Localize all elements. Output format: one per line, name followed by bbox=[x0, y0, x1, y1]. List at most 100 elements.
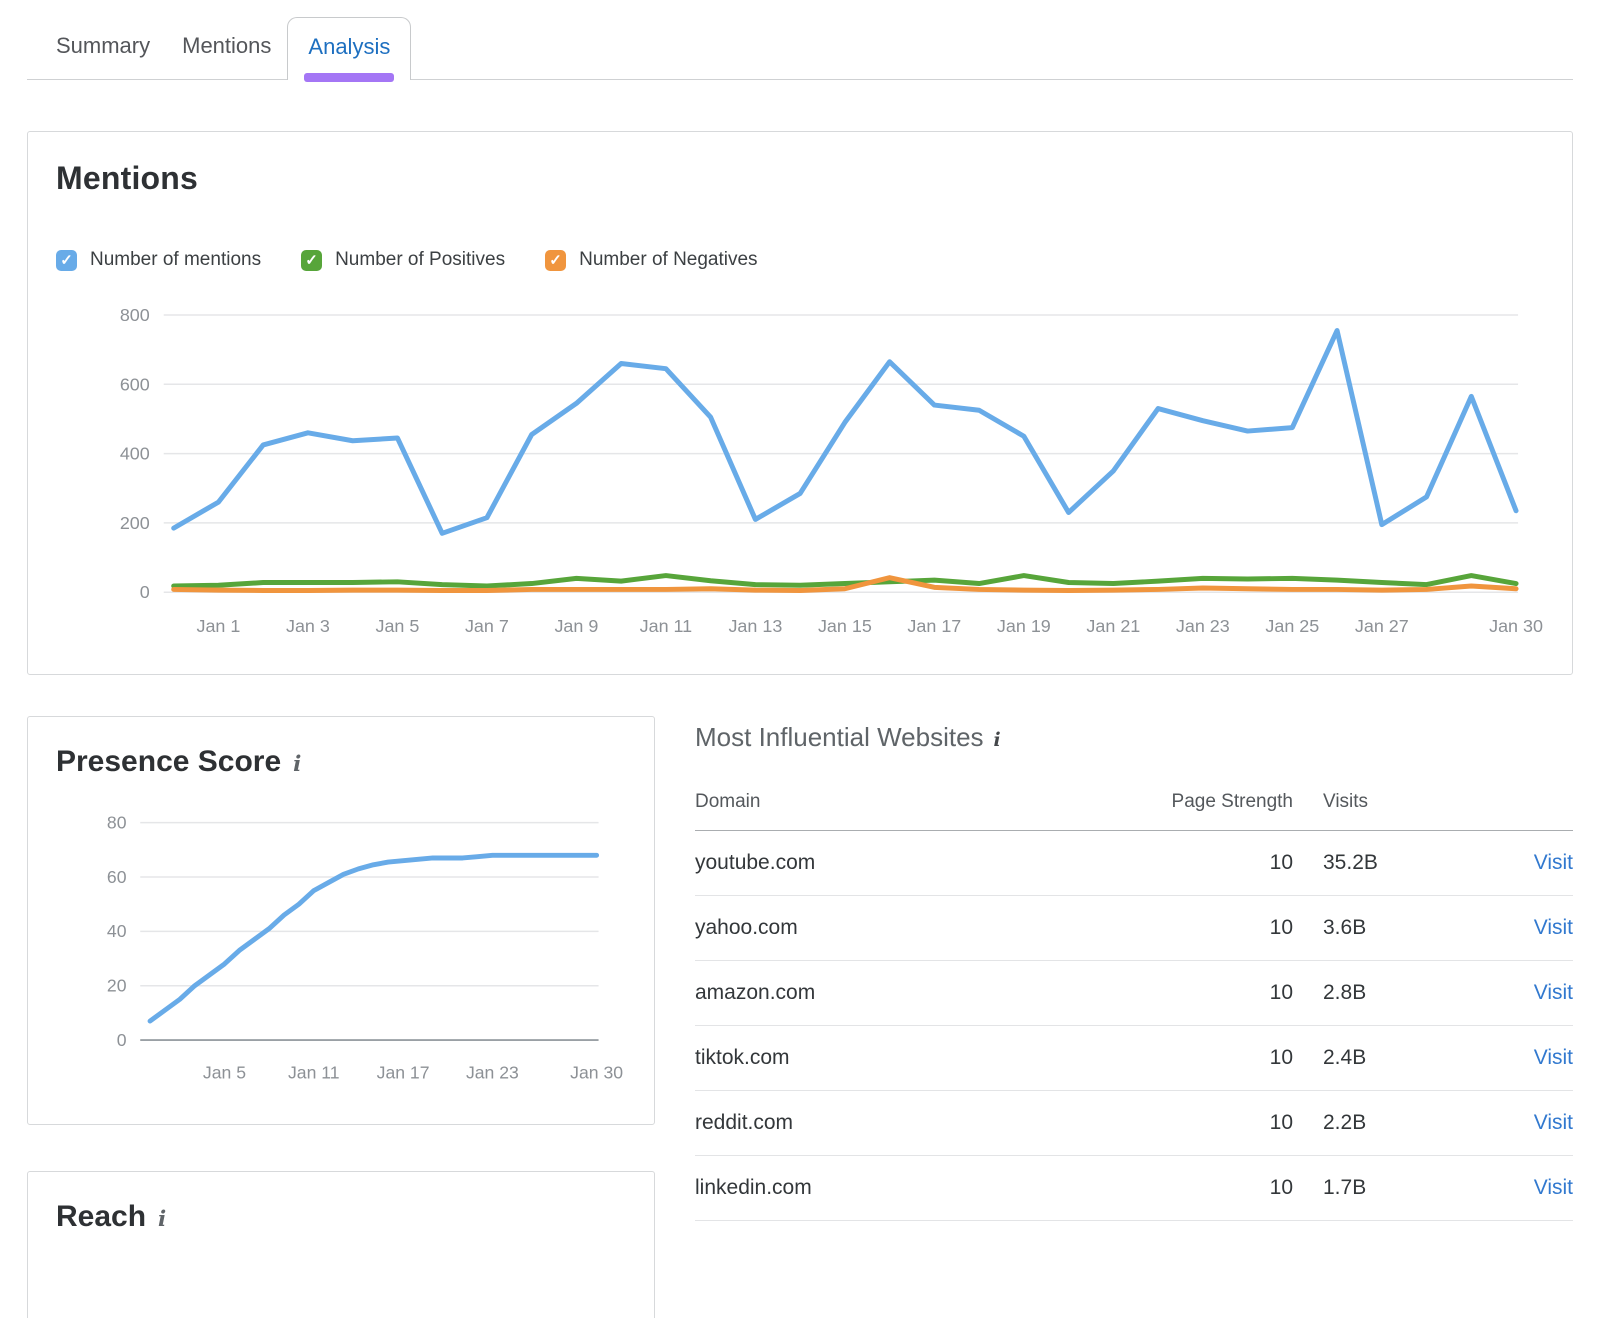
svg-text:Jan 3: Jan 3 bbox=[286, 616, 330, 636]
visit-link[interactable]: Visit bbox=[1533, 916, 1573, 940]
svg-text:Jan 27: Jan 27 bbox=[1355, 616, 1409, 636]
visit-link[interactable]: Visit bbox=[1533, 1111, 1573, 1135]
reach-info-icon[interactable]: i bbox=[158, 1207, 167, 1233]
svg-text:600: 600 bbox=[120, 374, 150, 394]
domain-cell: youtube.com bbox=[695, 830, 1143, 897]
svg-text:Jan 30: Jan 30 bbox=[1489, 616, 1543, 636]
visit-cell: Visit bbox=[1463, 960, 1573, 1027]
domain-cell: yahoo.com bbox=[695, 895, 1143, 962]
table-row: yahoo.com 10 3.6B Visit bbox=[695, 895, 1573, 962]
table-row: tiktok.com 10 2.4B Visit bbox=[695, 1025, 1573, 1092]
influential-title-text: Most Influential Websites bbox=[695, 722, 984, 753]
svg-text:40: 40 bbox=[107, 921, 127, 941]
svg-text:Jan 21: Jan 21 bbox=[1086, 616, 1140, 636]
tab-summary[interactable]: Summary bbox=[56, 33, 151, 58]
visit-link[interactable]: Visit bbox=[1533, 1046, 1573, 1070]
domain-cell: reddit.com bbox=[695, 1090, 1143, 1157]
tab-analysis[interactable]: Analysis bbox=[287, 17, 412, 82]
tab-mentions[interactable]: Mentions bbox=[182, 33, 272, 58]
influential-websites-table: Domain Page Strength Visits youtube.com 1… bbox=[695, 791, 1573, 1222]
left-column: Presence Score i 0 20 40 60 80 Jan 5 Jan 11 Jan … bbox=[27, 716, 655, 1318]
svg-text:60: 60 bbox=[107, 867, 127, 887]
presence-score-title: Presence Score i bbox=[56, 745, 626, 779]
tab-bar: Summary Mentions Analysis bbox=[27, 0, 1573, 82]
page-strength-cell: 10 bbox=[1143, 960, 1293, 1027]
visits-cell: 2.8B bbox=[1293, 960, 1463, 1027]
svg-text:Jan 1: Jan 1 bbox=[197, 616, 241, 636]
svg-text:Jan 25: Jan 25 bbox=[1265, 616, 1319, 636]
mentions-card: Mentions Number of mentions Number of Po… bbox=[27, 131, 1573, 676]
svg-text:0: 0 bbox=[140, 582, 150, 602]
svg-text:20: 20 bbox=[107, 976, 127, 996]
influential-websites-section: Most Influential Websites i Domain Page S… bbox=[695, 716, 1573, 1222]
domain-cell: amazon.com bbox=[695, 960, 1143, 1027]
page-strength-cell: 10 bbox=[1143, 895, 1293, 962]
domain-cell: tiktok.com bbox=[695, 1025, 1143, 1092]
svg-text:Jan 30: Jan 30 bbox=[570, 1062, 623, 1082]
page-strength-cell: 10 bbox=[1143, 830, 1293, 897]
page-strength-cell: 10 bbox=[1143, 1090, 1293, 1157]
visit-cell: Visit bbox=[1463, 1025, 1573, 1092]
mentions-series-checkbox[interactable] bbox=[56, 249, 77, 271]
svg-text:Jan 23: Jan 23 bbox=[466, 1062, 519, 1082]
visits-cell: 3.6B bbox=[1293, 895, 1463, 962]
influential-websites-title: Most Influential Websites i bbox=[695, 722, 1573, 753]
chart-legend: Number of mentions Number of Positives N… bbox=[56, 249, 1544, 271]
visit-cell: Visit bbox=[1463, 895, 1573, 962]
influential-info-icon[interactable]: i bbox=[993, 729, 1001, 752]
reach-title: Reach i bbox=[56, 1200, 626, 1234]
tab-analysis-label: Analysis bbox=[308, 34, 391, 59]
presence-info-icon[interactable]: i bbox=[293, 752, 302, 778]
svg-text:Jan 23: Jan 23 bbox=[1176, 616, 1230, 636]
visits-cell: 2.2B bbox=[1293, 1090, 1463, 1157]
svg-text:Jan 9: Jan 9 bbox=[554, 616, 598, 636]
presence-score-card: Presence Score i 0 20 40 60 80 Jan 5 Jan 11 Jan … bbox=[27, 716, 655, 1126]
mentions-line-chart: 0 200 400 600 800 Jan 1 Jan 3 Jan 5 Jan 7 Jan 9 Ja… bbox=[120, 305, 1543, 636]
svg-text:400: 400 bbox=[120, 444, 150, 464]
svg-text:Jan 11: Jan 11 bbox=[288, 1062, 340, 1082]
reach-title-text: Reach bbox=[56, 1200, 147, 1234]
visit-cell: Visit bbox=[1463, 830, 1573, 897]
table-row: amazon.com 10 2.8B Visit bbox=[695, 960, 1573, 1027]
legend-label-negatives: Number of Negatives bbox=[579, 249, 758, 270]
column-header-page-strength: Page Strength bbox=[1143, 791, 1293, 832]
column-header-domain: Domain bbox=[695, 791, 1143, 832]
legend-item-mentions: Number of mentions bbox=[56, 249, 261, 271]
active-tab-underline bbox=[304, 73, 395, 82]
negatives-series-checkbox[interactable] bbox=[545, 249, 567, 271]
svg-text:Jan 7: Jan 7 bbox=[465, 616, 509, 636]
legend-label-positives: Number of Positives bbox=[335, 249, 506, 270]
svg-text:80: 80 bbox=[107, 813, 127, 833]
page-strength-cell: 10 bbox=[1143, 1025, 1293, 1092]
visit-link[interactable]: Visit bbox=[1533, 851, 1573, 875]
svg-text:Jan 15: Jan 15 bbox=[818, 616, 872, 636]
visit-link[interactable]: Visit bbox=[1533, 1176, 1573, 1200]
svg-text:Jan 17: Jan 17 bbox=[377, 1062, 430, 1082]
positives-series-checkbox[interactable] bbox=[301, 249, 323, 271]
visit-cell: Visit bbox=[1463, 1090, 1573, 1157]
svg-text:800: 800 bbox=[120, 305, 150, 325]
svg-text:Jan 13: Jan 13 bbox=[728, 616, 782, 636]
legend-label-mentions: Number of mentions bbox=[90, 249, 262, 270]
table-row: linkedin.com 10 1.7B Visit bbox=[695, 1155, 1573, 1222]
svg-text:0: 0 bbox=[117, 1030, 127, 1050]
domain-cell: linkedin.com bbox=[695, 1155, 1143, 1222]
presence-score-chart: 0 20 40 60 80 Jan 5 Jan 11 Jan 17 Jan 23 Jan 30 bbox=[107, 813, 623, 1083]
bottom-section: Presence Score i 0 20 40 60 80 Jan 5 Jan 11 Jan … bbox=[27, 716, 1573, 1318]
visits-cell: 35.2B bbox=[1293, 830, 1463, 897]
mentions-card-title: Mentions bbox=[56, 160, 199, 196]
legend-item-negatives: Number of Negatives bbox=[545, 249, 758, 271]
visits-cell: 2.4B bbox=[1293, 1025, 1463, 1092]
svg-text:200: 200 bbox=[120, 513, 150, 533]
svg-text:Jan 11: Jan 11 bbox=[640, 616, 693, 636]
presence-score-title-text: Presence Score bbox=[56, 745, 282, 779]
svg-text:Jan 17: Jan 17 bbox=[907, 616, 961, 636]
reach-card: Reach i bbox=[27, 1171, 655, 1318]
visit-link[interactable]: Visit bbox=[1533, 981, 1573, 1005]
page-strength-cell: 10 bbox=[1143, 1155, 1293, 1222]
visit-cell: Visit bbox=[1463, 1155, 1573, 1222]
svg-text:Jan 5: Jan 5 bbox=[375, 616, 419, 636]
table-row: reddit.com 10 2.2B Visit bbox=[695, 1090, 1573, 1157]
svg-text:Jan 19: Jan 19 bbox=[997, 616, 1051, 636]
